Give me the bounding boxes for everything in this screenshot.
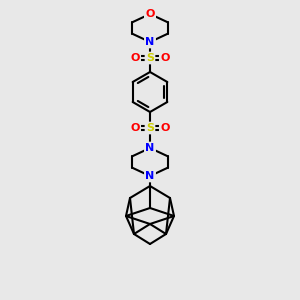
- Text: O: O: [130, 123, 140, 133]
- Text: N: N: [146, 171, 154, 181]
- Text: O: O: [160, 53, 170, 63]
- Text: S: S: [146, 53, 154, 63]
- Text: N: N: [146, 37, 154, 47]
- Text: O: O: [145, 9, 155, 19]
- Text: O: O: [130, 53, 140, 63]
- Text: O: O: [160, 123, 170, 133]
- Text: N: N: [146, 143, 154, 153]
- Text: S: S: [146, 123, 154, 133]
